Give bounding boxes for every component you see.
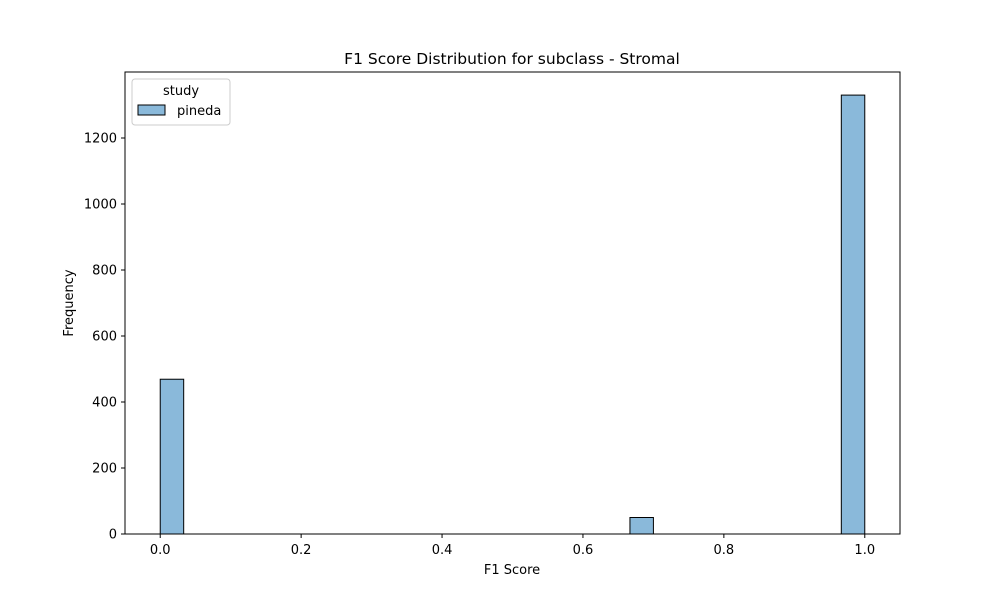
legend-title: study [163,84,199,99]
chart-title: F1 Score Distribution for subclass - Str… [344,50,680,68]
y-tick-label: 200 [92,462,117,477]
y-tick-label: 400 [92,396,117,411]
legend-label-pineda: pineda [177,104,221,119]
x-axis: 0.0 0.2 0.4 0.6 0.8 1.0 [150,534,875,558]
histogram-bar [840,94,866,535]
x-tick-label: 0.4 [432,543,453,558]
y-axis-label: Frequency [62,269,77,336]
x-axis-label: F1 Score [484,563,540,578]
bars-group [159,94,866,535]
y-tick-label: 600 [92,330,117,345]
histogram-bar [629,517,654,535]
x-tick-label: 0.6 [573,543,594,558]
y-axis: 0 200 400 600 800 1000 1200 [84,132,125,543]
x-tick-label: 1.0 [854,543,875,558]
y-tick-label: 0 [109,528,117,543]
x-tick-label: 0.2 [291,543,312,558]
plot-area-frame [124,71,901,535]
histogram-bar [159,378,185,535]
x-tick-label: 0.8 [714,543,735,558]
x-tick-label: 0.0 [150,543,171,558]
y-tick-label: 1000 [84,198,117,213]
legend-swatch-pineda [137,104,166,116]
legend: study pineda [131,78,231,126]
y-tick-label: 800 [92,264,117,279]
y-tick-label: 1200 [84,132,117,147]
